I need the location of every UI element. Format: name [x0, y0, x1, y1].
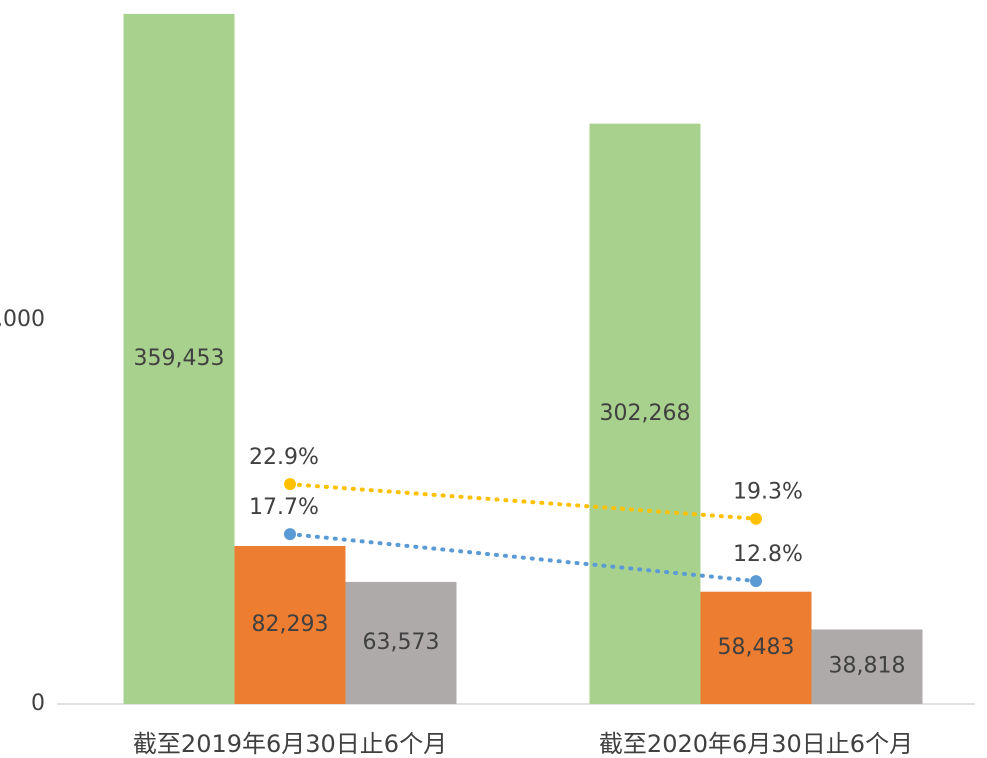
- bar: [589, 123, 701, 704]
- bar-label: 359,453: [134, 346, 225, 371]
- y-tick-label: 0: [31, 691, 45, 716]
- bar-label: 82,293: [252, 612, 329, 637]
- bar-label: 63,573: [363, 630, 440, 655]
- line-label: 19.3%: [733, 480, 803, 505]
- line-point: [284, 528, 296, 541]
- line-label: 17.7%: [249, 495, 319, 520]
- bar-label: 302,268: [600, 401, 691, 426]
- bar: [345, 581, 457, 704]
- bar-label: 38,818: [829, 654, 906, 679]
- bar: [700, 591, 812, 704]
- y-tick-label: 200,000: [0, 307, 45, 332]
- x-tick-label: 截至2019年6月30日止6个月: [133, 730, 447, 758]
- line-point: [750, 575, 762, 588]
- bar: [234, 545, 346, 704]
- x-tick-label: 截至2020年6月30日止6个月: [599, 730, 913, 758]
- line-point: [750, 512, 762, 525]
- line: [288, 482, 758, 521]
- bar-label: 58,483: [718, 635, 795, 660]
- bar: [123, 13, 235, 705]
- line: [288, 532, 758, 584]
- bar: [811, 629, 923, 704]
- line-label: 22.9%: [249, 445, 319, 470]
- line-point: [284, 478, 296, 491]
- line-label: 12.8%: [733, 542, 803, 567]
